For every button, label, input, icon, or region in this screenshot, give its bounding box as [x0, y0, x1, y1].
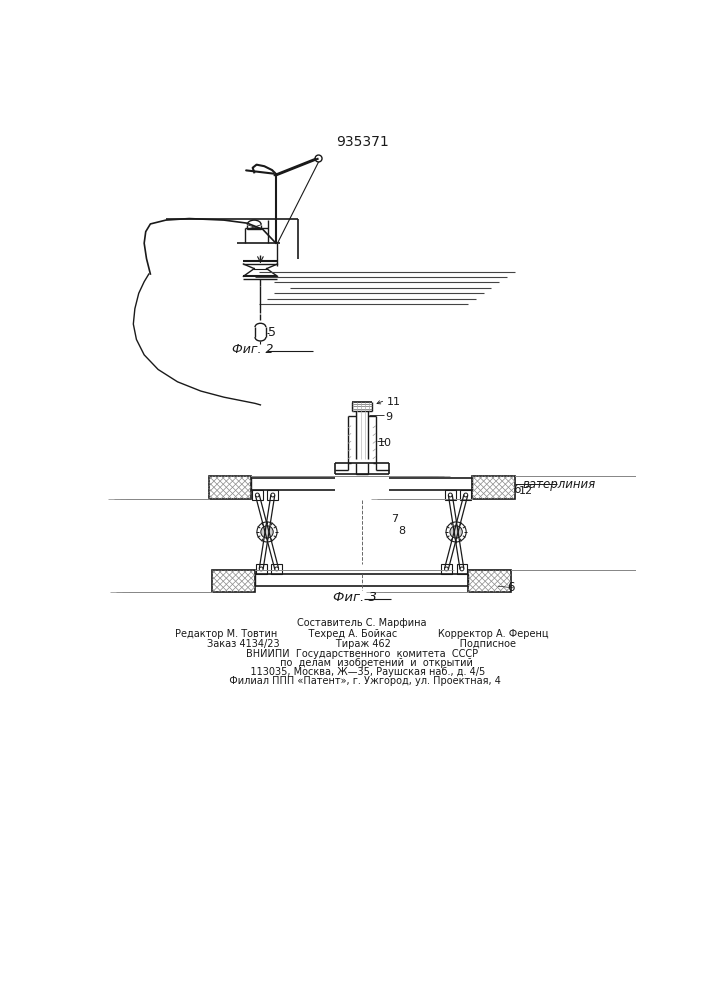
- Bar: [256, 564, 267, 574]
- Text: 113035, Москва, Ж—35, Раушская наб., д. 4/5: 113035, Москва, Ж—35, Раушская наб., д. …: [238, 667, 486, 677]
- Bar: [460, 490, 472, 500]
- Text: ВНИИПИ  Государственного  комитета  СССР: ВНИИПИ Государственного комитета СССР: [246, 649, 478, 659]
- Bar: [271, 564, 282, 574]
- Bar: [457, 564, 467, 574]
- Text: Филиал ППП «Патент», г. Ужгород, ул. Проектная, 4: Филиал ППП «Патент», г. Ужгород, ул. Про…: [223, 676, 501, 686]
- Text: ватерлиния: ватерлиния: [522, 478, 595, 491]
- Bar: [441, 564, 452, 574]
- Circle shape: [257, 522, 277, 542]
- Bar: [252, 490, 263, 500]
- Bar: [445, 490, 456, 500]
- Text: Заказ 4134/23                  Тираж 462                      Подписное: Заказ 4134/23 Тираж 462 Подписное: [207, 639, 516, 649]
- Text: Фиг. 3: Фиг. 3: [333, 591, 377, 604]
- Text: Составитель С. Марфина: Составитель С. Марфина: [297, 618, 427, 628]
- Text: 7: 7: [391, 514, 398, 524]
- Text: 5: 5: [268, 326, 276, 339]
- Text: 12: 12: [518, 486, 532, 496]
- Bar: [472, 476, 515, 499]
- Bar: [212, 570, 255, 592]
- Text: Редактор М. Товтин          Техред А. Бойкас             Корректор А. Ференц: Редактор М. Товтин Техред А. Бойкас Корр…: [175, 629, 549, 639]
- Text: 935371: 935371: [337, 135, 389, 149]
- Text: 8: 8: [398, 526, 406, 536]
- Text: 6: 6: [507, 581, 515, 594]
- Text: 6: 6: [513, 483, 520, 496]
- Circle shape: [450, 526, 462, 538]
- Text: Фиг. 2: Фиг. 2: [232, 343, 273, 356]
- Circle shape: [261, 526, 273, 538]
- Bar: [468, 570, 510, 592]
- Bar: [267, 490, 279, 500]
- Text: 10: 10: [378, 438, 392, 448]
- Text: по  делам  изобретений  и  открытий: по делам изобретений и открытий: [252, 658, 472, 668]
- Bar: [209, 476, 251, 499]
- Text: 9: 9: [385, 412, 392, 422]
- Circle shape: [446, 522, 466, 542]
- Text: 11: 11: [387, 397, 401, 407]
